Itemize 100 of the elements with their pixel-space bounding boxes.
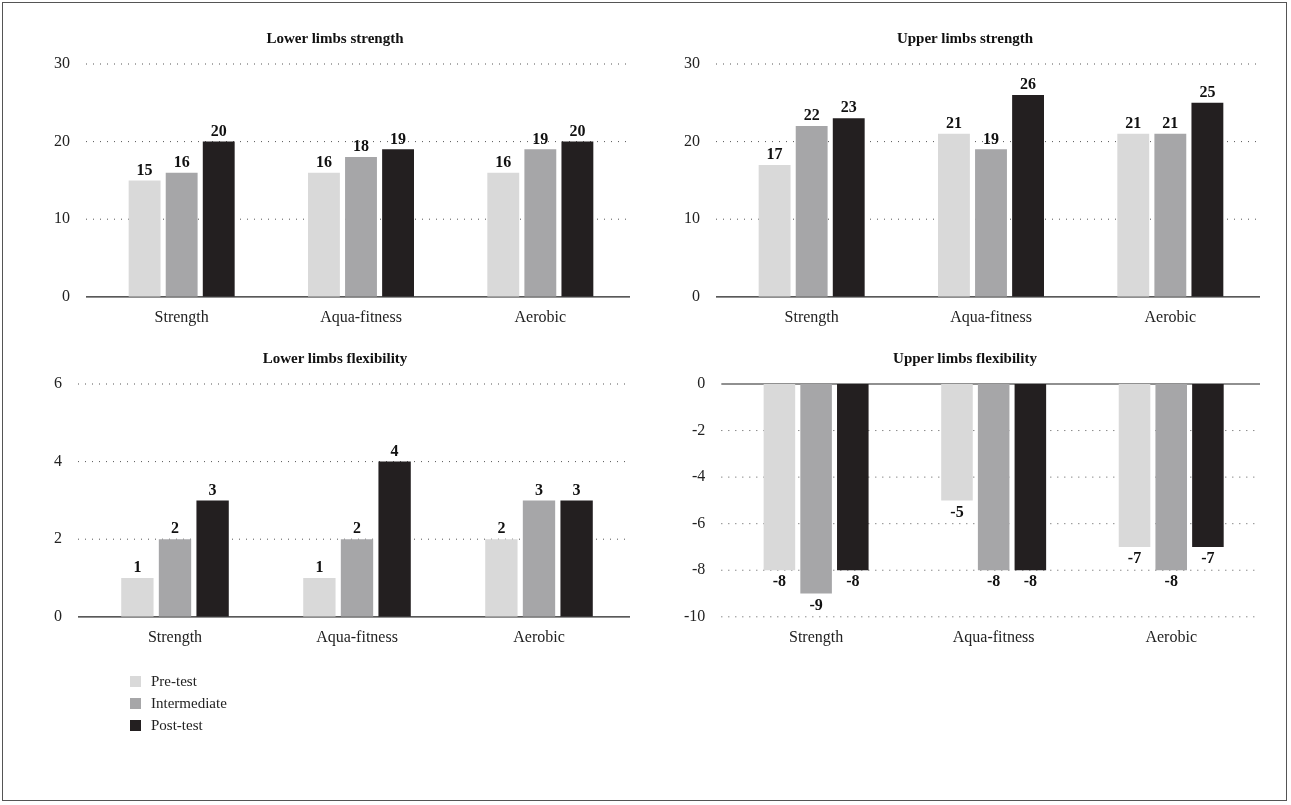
x-tick-label: Aqua-fitness xyxy=(952,627,1035,646)
data-label: 18 xyxy=(353,137,369,155)
bar xyxy=(561,141,594,297)
x-tick-label: Aerobic xyxy=(1144,307,1197,325)
y-tick-label: -10 xyxy=(684,607,706,624)
bar xyxy=(560,500,593,617)
y-tick-label: 6 xyxy=(54,374,62,392)
y-tick-label: -4 xyxy=(692,467,706,485)
x-tick-label: Aqua-fitness xyxy=(950,307,1032,326)
y-tick-label: -6 xyxy=(692,513,706,531)
data-label: -9 xyxy=(809,595,823,613)
data-label: 16 xyxy=(173,152,190,170)
data-label: -8 xyxy=(1164,572,1178,590)
x-tick-label: Strength xyxy=(154,307,209,326)
data-label: 2 xyxy=(171,519,179,537)
data-label: -8 xyxy=(1023,572,1038,590)
x-tick-label: Aerobic xyxy=(514,307,567,325)
data-label: 25 xyxy=(1199,82,1216,100)
bar xyxy=(1154,133,1187,297)
bar xyxy=(158,539,192,617)
bar xyxy=(121,578,154,617)
x-tick-label: Aerobic xyxy=(513,627,565,645)
data-label: 2 xyxy=(497,519,506,537)
data-label: 3 xyxy=(208,480,217,498)
data-label: 20 xyxy=(569,121,586,139)
bar xyxy=(1191,102,1224,297)
y-tick-label: 30 xyxy=(54,54,70,72)
bar xyxy=(485,539,518,617)
chart-title: Upper limbs flexibility xyxy=(893,349,1038,366)
data-label: -8 xyxy=(846,572,860,590)
data-label: 19 xyxy=(983,129,999,147)
y-tick-label: 4 xyxy=(54,451,62,469)
data-label: 20 xyxy=(210,121,227,139)
y-tick-label: 0 xyxy=(692,287,700,304)
y-tick-label: 20 xyxy=(54,131,70,149)
data-label: 21 xyxy=(1162,113,1179,131)
data-label: 1 xyxy=(133,558,142,576)
data-label: -8 xyxy=(987,572,1001,590)
data-label: -7 xyxy=(1127,549,1142,567)
bar xyxy=(308,172,340,297)
y-tick-label: 20 xyxy=(684,131,700,149)
data-label: -8 xyxy=(772,572,787,590)
x-tick-label: Aerobic xyxy=(1145,627,1197,645)
bar xyxy=(382,149,414,297)
chart-title: Upper limbs strength xyxy=(896,29,1034,46)
bar xyxy=(202,141,235,297)
legend-label: Pre-test xyxy=(151,672,197,690)
y-tick-label: 10 xyxy=(684,209,700,227)
data-label: 21 xyxy=(1125,113,1142,131)
x-tick-label: Strength xyxy=(784,307,839,326)
bar xyxy=(1012,95,1044,297)
y-tick-label: 0 xyxy=(697,374,706,392)
data-label: 17 xyxy=(766,145,783,163)
data-label: -7 xyxy=(1201,549,1215,567)
data-label: 1 xyxy=(315,558,324,576)
data-label: 19 xyxy=(390,129,407,147)
bar xyxy=(832,118,865,297)
y-tick-label: 2 xyxy=(54,529,62,547)
data-label: 2 xyxy=(353,519,361,537)
data-label: 3 xyxy=(535,480,543,498)
bar xyxy=(340,539,374,617)
bar xyxy=(378,461,411,617)
y-tick-label: -2 xyxy=(692,420,706,438)
bar xyxy=(522,500,556,617)
bar xyxy=(345,157,377,297)
y-tick-label: 0 xyxy=(62,287,70,304)
bar xyxy=(303,578,336,617)
chart-title: Lower limbs strength xyxy=(266,29,405,46)
bar xyxy=(128,180,161,297)
bar xyxy=(1117,133,1150,297)
legend-label: Intermediate xyxy=(151,694,227,712)
data-label: 16 xyxy=(495,152,512,170)
x-tick-label: Strength xyxy=(789,627,844,646)
data-label: 21 xyxy=(945,113,962,131)
bar xyxy=(938,133,970,297)
x-tick-label: Aqua-fitness xyxy=(320,307,402,326)
x-tick-label: Strength xyxy=(147,627,203,646)
data-label: 26 xyxy=(1020,75,1037,93)
bar xyxy=(975,149,1007,297)
bar xyxy=(795,126,828,297)
data-label: 16 xyxy=(315,152,332,170)
chart-title: Lower limbs flexibility xyxy=(262,349,408,366)
bar xyxy=(196,500,229,617)
bar xyxy=(165,172,198,297)
y-tick-label: 30 xyxy=(684,54,700,72)
bar xyxy=(487,172,520,297)
data-label: 23 xyxy=(840,98,857,116)
bar xyxy=(758,164,791,297)
x-tick-label: Aqua-fitness xyxy=(316,627,398,646)
y-tick-label: -8 xyxy=(692,560,706,578)
y-tick-label: 10 xyxy=(54,209,70,227)
data-label: -5 xyxy=(950,502,964,520)
legend-label: Post-test xyxy=(151,716,203,734)
data-label: 19 xyxy=(532,129,549,147)
data-label: 3 xyxy=(572,480,581,498)
data-label: 22 xyxy=(803,106,820,124)
data-label: 15 xyxy=(136,160,153,178)
y-tick-label: 0 xyxy=(54,607,62,624)
bar xyxy=(524,149,557,297)
data-label: 4 xyxy=(390,441,399,459)
